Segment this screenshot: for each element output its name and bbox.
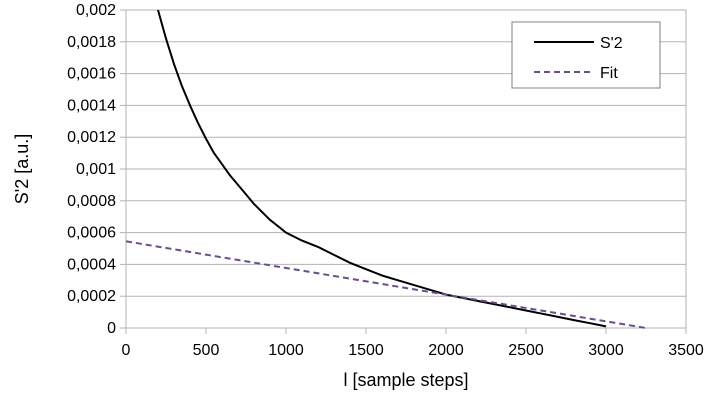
legend-box [511, 21, 661, 89]
x-tick-label: 500 [193, 342, 220, 359]
y-axis-ticks: 0 0,0002 0,0004 0,0006 0,0008 0,001 0,0012 0,00… [67, 2, 126, 337]
x-tick-label: 2000 [428, 342, 464, 359]
legend-label-fit: Fit [600, 65, 618, 82]
y-tick-label: 0,002 [76, 2, 116, 19]
x-tick-label: 1500 [348, 342, 384, 359]
y-tick-label: 0,0018 [67, 34, 116, 51]
y-axis-title: S'2 [a.u.] [12, 134, 32, 204]
legend: S'2 Fit [511, 21, 661, 89]
x-tick-label: 3500 [668, 342, 704, 359]
x-axis-title: l [sample steps] [343, 370, 468, 390]
y-tick-label: 0,0008 [67, 193, 116, 210]
y-tick-label: 0,0002 [67, 288, 116, 305]
y-tick-label: 0,001 [76, 161, 116, 178]
y-tick-label: 0,0004 [67, 256, 116, 273]
y-tick-label: 0,0006 [67, 225, 116, 242]
y-tick-label: 0 [107, 320, 116, 337]
plot-area-frame [125, 9, 687, 329]
series-line-fit [125, 240, 647, 329]
x-tick-label: 3000 [588, 342, 624, 359]
x-tick-label: 1000 [268, 342, 304, 359]
x-axis-ticks: 0 500 1000 1500 2000 2500 3000 3500 [122, 328, 704, 359]
series-lines [125, 9, 647, 329]
y-tick-label: 0,0014 [67, 97, 116, 114]
series-line-s2 [157, 9, 607, 328]
x-tick-label: 2500 [508, 342, 544, 359]
x-tick-label: 0 [122, 342, 131, 359]
y-tick-label: 0,0012 [67, 129, 116, 146]
legend-label-s2: S'2 [600, 35, 623, 52]
y-tick-label: 0,0016 [67, 66, 116, 83]
